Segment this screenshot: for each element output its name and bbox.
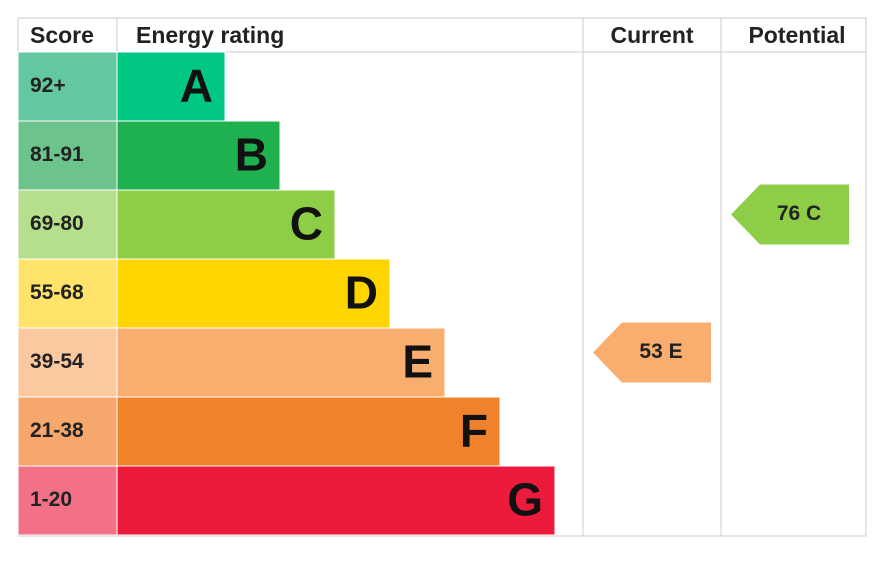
rating-bar: [116, 258, 391, 329]
rating-bar: [116, 465, 556, 536]
score-label: 1-20: [30, 488, 72, 511]
rating-bar: [116, 51, 226, 122]
header-potential: Potential: [748, 22, 845, 48]
rating-letter: C: [290, 198, 323, 250]
rating-letter: B: [235, 129, 268, 181]
score-label: 39-54: [30, 350, 84, 373]
potential-label: 76 C: [777, 202, 821, 225]
score-label: 81-91: [30, 143, 84, 166]
header-current: Current: [610, 22, 693, 48]
rating-letter: D: [345, 267, 378, 319]
header-rating: Energy rating: [136, 22, 284, 48]
score-cell: [17, 396, 118, 467]
score-cell: [17, 120, 118, 191]
rating-bar: [116, 120, 281, 191]
rating-letter: F: [460, 405, 488, 457]
score-label: 55-68: [30, 281, 84, 304]
rating-letter: G: [507, 474, 543, 526]
score-label: 21-38: [30, 419, 84, 442]
current-label: 53 E: [639, 340, 682, 363]
rating-bar: [116, 396, 501, 467]
rating-bar: [116, 189, 336, 260]
score-label: 92+: [30, 74, 66, 97]
current-arrow: [593, 322, 711, 383]
rating-bar: [116, 327, 446, 398]
potential-arrow: [731, 184, 849, 245]
header-score: Score: [30, 22, 94, 48]
rating-letter: E: [402, 336, 433, 388]
score-cell: [17, 327, 118, 398]
score-cell: [17, 189, 118, 260]
score-cell: [17, 465, 118, 536]
score-label: 69-80: [30, 212, 84, 235]
rating-letter: A: [180, 60, 213, 112]
